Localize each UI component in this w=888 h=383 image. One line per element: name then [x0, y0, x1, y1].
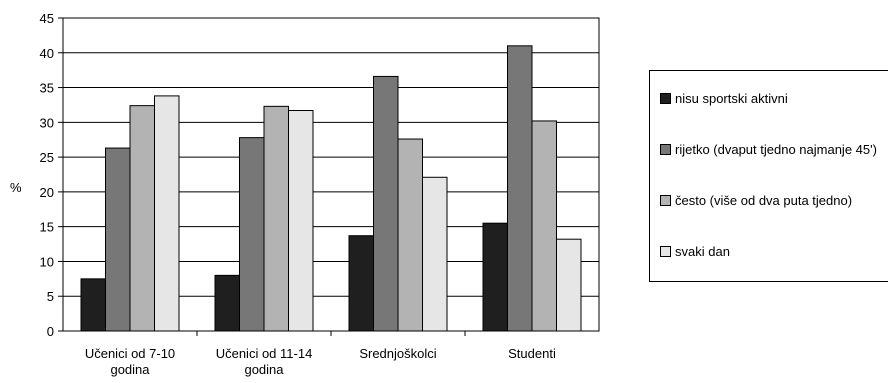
bar — [239, 137, 265, 332]
bars — [80, 45, 582, 332]
legend-swatch — [660, 143, 671, 155]
legend-swatch — [660, 92, 671, 104]
y-tick-label: 10 — [40, 254, 54, 269]
legend-item: rijetko (dvaput tjedno najmanje 45') — [660, 141, 877, 157]
legend-label: nisu sportski aktivni — [675, 90, 788, 106]
y-tick-label: 5 — [47, 289, 54, 304]
x-category-label: Učenici od 7-10 — [85, 346, 175, 361]
legend-swatch — [660, 245, 671, 257]
bar — [214, 274, 240, 332]
x-category-label: Studenti — [508, 346, 556, 361]
legend-item: često (više od dva puta tjedno) — [660, 192, 852, 208]
bar — [129, 105, 155, 332]
legend-item: svaki dan — [660, 243, 730, 259]
x-category-label: godina — [244, 362, 284, 377]
bar — [348, 235, 374, 332]
x-category-label: godina — [110, 362, 150, 377]
bar — [263, 105, 289, 332]
bar — [373, 75, 399, 332]
axes — [62, 17, 600, 336]
y-tick-label: 40 — [40, 46, 54, 61]
bar — [482, 222, 508, 332]
y-tick-labels: 0 5 10 15 20 25 30 35 40 45 — [40, 11, 63, 339]
bar — [80, 278, 106, 332]
bar — [397, 138, 423, 332]
legend-label: svaki dan — [675, 243, 730, 259]
bar — [288, 110, 314, 332]
legend: nisu sportski aktivni rijetko (dvaput tje… — [649, 70, 888, 282]
y-tick-label: 25 — [40, 150, 54, 165]
bar — [531, 120, 557, 332]
y-tick-label: 20 — [40, 185, 54, 200]
legend-label: rijetko (dvaput tjedno najmanje 45') — [675, 141, 877, 157]
bar — [422, 176, 448, 332]
y-tick-label: 30 — [40, 115, 54, 130]
bar — [154, 95, 180, 332]
x-category-label: Učenici od 11-14 — [216, 346, 313, 361]
y-axis-label: % — [10, 180, 22, 195]
bar — [507, 45, 533, 332]
y-tick-label: 35 — [40, 81, 54, 96]
y-tick-label: 15 — [40, 220, 54, 235]
bar — [556, 238, 582, 332]
y-tick-label: 45 — [40, 11, 54, 26]
bar — [105, 147, 131, 332]
legend-item: nisu sportski aktivni — [660, 90, 788, 106]
y-tick-label: 0 — [47, 324, 54, 339]
legend-label: često (više od dva puta tjedno) — [675, 192, 853, 208]
x-category-label: Srednjoškolci — [359, 346, 436, 361]
legend-swatch — [660, 194, 671, 206]
